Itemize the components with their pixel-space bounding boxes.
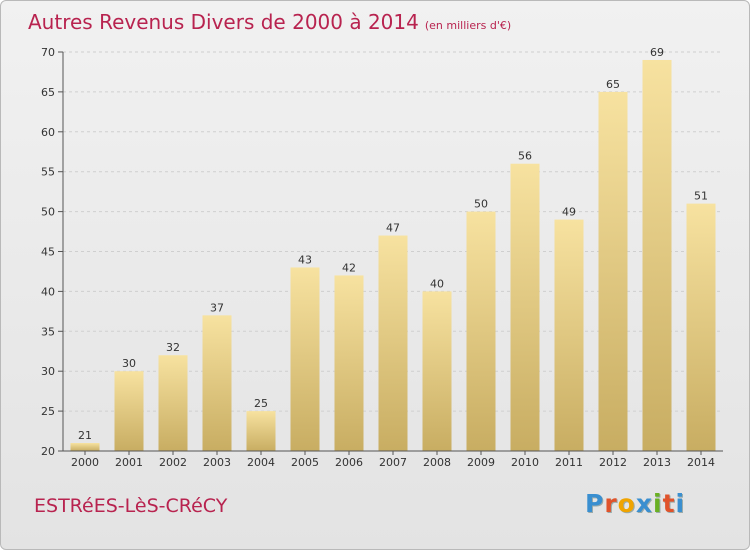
logo-letter: i bbox=[675, 489, 686, 518]
x-tick-label: 2003 bbox=[203, 456, 231, 469]
y-tick-label: 45 bbox=[41, 246, 55, 259]
bar-2012 bbox=[598, 91, 628, 452]
bar-value-label: 69 bbox=[650, 46, 664, 59]
bar-value-label: 40 bbox=[430, 277, 444, 290]
x-tick-label: 2004 bbox=[247, 456, 275, 469]
bar-value-label: 56 bbox=[518, 150, 532, 163]
bar-value-label: 21 bbox=[78, 429, 92, 442]
y-tick-label: 20 bbox=[41, 445, 55, 458]
y-tick-label: 70 bbox=[41, 46, 55, 59]
chart-title: Autres Revenus Divers de 2000 à 2014 (en … bbox=[28, 10, 511, 34]
x-tick-label: 2001 bbox=[115, 456, 143, 469]
bar-value-label: 47 bbox=[386, 222, 400, 235]
bar-2008 bbox=[422, 291, 452, 451]
logo-letter: i bbox=[653, 489, 663, 518]
x-tick-label: 2005 bbox=[291, 456, 319, 469]
y-tick-label: 60 bbox=[41, 126, 55, 139]
bar-2006 bbox=[334, 275, 364, 451]
chart-title-main: Autres Revenus Divers de 2000 à 2014 bbox=[28, 10, 419, 34]
bar-2005 bbox=[290, 267, 320, 451]
bar-value-label: 32 bbox=[166, 341, 180, 354]
y-tick-label: 35 bbox=[41, 325, 55, 338]
bar-2009 bbox=[466, 211, 496, 451]
bar-2001 bbox=[114, 371, 144, 451]
bar-2000 bbox=[70, 443, 100, 451]
logo-letter: r bbox=[604, 489, 618, 518]
y-tick-label: 50 bbox=[41, 206, 55, 219]
bar-value-label: 49 bbox=[562, 206, 576, 219]
y-tick-label: 55 bbox=[41, 166, 55, 179]
logo-letter: x bbox=[635, 489, 653, 518]
bar-2004 bbox=[246, 411, 276, 451]
x-tick-label: 2006 bbox=[335, 456, 363, 469]
bar-value-label: 65 bbox=[606, 78, 620, 91]
x-tick-label: 2013 bbox=[643, 456, 671, 469]
commune-name: ESTRéES-LèS-CRéCY bbox=[34, 495, 228, 517]
y-tick-label: 40 bbox=[41, 285, 55, 298]
x-tick-label: 2008 bbox=[423, 456, 451, 469]
bar-2011 bbox=[554, 219, 584, 451]
x-tick-label: 2000 bbox=[71, 456, 99, 469]
logo-letter: P bbox=[585, 489, 605, 518]
bar-value-label: 51 bbox=[694, 190, 708, 203]
proxiti-logo: Proxiti bbox=[585, 489, 685, 518]
x-tick-label: 2012 bbox=[599, 456, 627, 469]
bar-value-label: 42 bbox=[342, 261, 356, 274]
x-tick-label: 2002 bbox=[159, 456, 187, 469]
x-tick-label: 2011 bbox=[555, 456, 583, 469]
bar-2007 bbox=[378, 235, 408, 451]
bar-value-label: 43 bbox=[298, 253, 312, 266]
bar-2013 bbox=[642, 59, 672, 451]
y-tick-label: 25 bbox=[41, 405, 55, 418]
logo-letter: t bbox=[662, 489, 676, 518]
logo-letter: o bbox=[617, 489, 636, 518]
bar-2010 bbox=[510, 163, 540, 451]
bar-2002 bbox=[158, 355, 188, 451]
axes: 20 25 30 35 40 45 50 55 60 65 70 2000 2001 2002 2003 20… bbox=[41, 46, 723, 469]
bar-value-label: 37 bbox=[210, 301, 224, 314]
x-tick-label: 2014 bbox=[687, 456, 715, 469]
bar-2003 bbox=[202, 315, 232, 451]
y-tick-label: 30 bbox=[41, 365, 55, 378]
x-tick-label: 2009 bbox=[467, 456, 495, 469]
x-tick-label: 2007 bbox=[379, 456, 407, 469]
bars: 21 30 32 37 25 43 42 47 40 50 56 49 65 69 51 bbox=[70, 46, 716, 452]
bar-2014 bbox=[686, 203, 716, 451]
chart-title-unit: (en milliers d'€) bbox=[424, 19, 512, 32]
y-tick-label: 65 bbox=[41, 86, 55, 99]
bar-value-label: 25 bbox=[254, 397, 268, 410]
bar-value-label: 30 bbox=[122, 357, 136, 370]
bar-value-label: 50 bbox=[474, 198, 488, 211]
x-tick-label: 2010 bbox=[511, 456, 539, 469]
